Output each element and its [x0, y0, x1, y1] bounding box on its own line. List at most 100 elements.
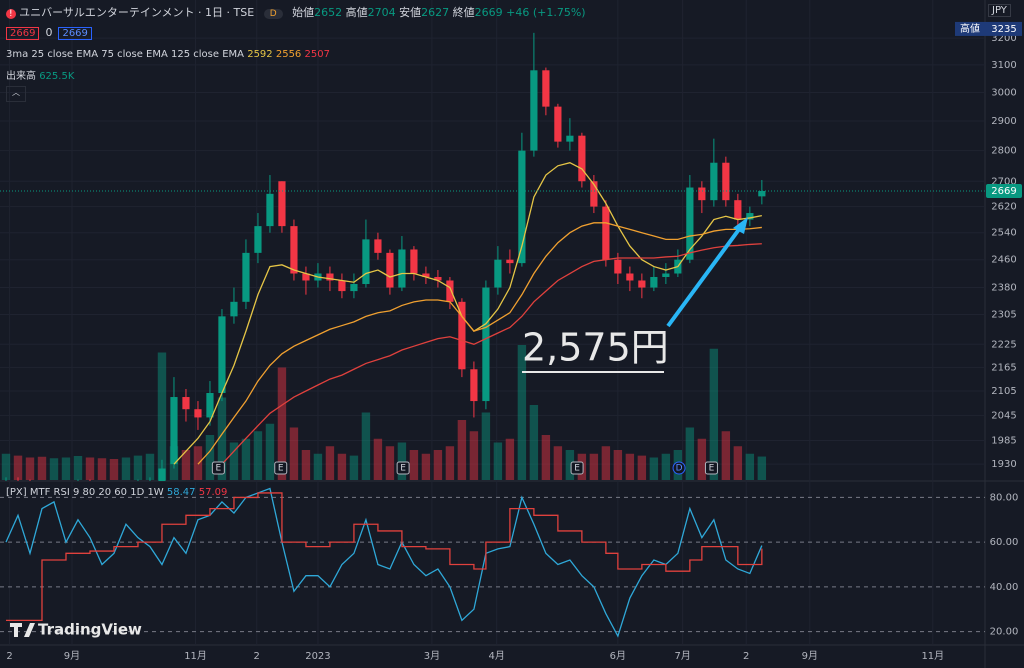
candle-body: [686, 187, 694, 260]
collapse-button[interactable]: ︿: [6, 86, 26, 102]
symbol-title: ユニバーサルエンターテインメント · 1日 · TSE: [19, 6, 255, 19]
y-tick-label: 2225: [991, 339, 1016, 350]
ohlc-label: 高値: [345, 6, 368, 19]
rsi-value: 58.47: [166, 487, 196, 498]
volume-bar: [85, 457, 95, 480]
volume-bar: [625, 453, 635, 480]
candle-body: [326, 273, 334, 281]
x-tick-label: 2: [254, 651, 260, 662]
ohlc-value: 2669: [474, 6, 503, 19]
volume-bar: [1, 453, 11, 480]
volume-bar: [601, 446, 611, 480]
volume-bar: [457, 420, 467, 480]
x-tick-label: 9月: [64, 650, 80, 662]
candle-body: [362, 239, 370, 285]
volume-bar: [325, 446, 335, 480]
volume-bar: [337, 453, 347, 480]
volume-bar: [385, 446, 395, 480]
y-tick-label: 2045: [991, 410, 1016, 421]
currency-button[interactable]: JPY: [988, 4, 1011, 17]
candle-body: [446, 280, 454, 302]
volume-legend: 出来高 625.5K: [6, 67, 74, 82]
rsi-line: [5, 492, 763, 622]
buy-button[interactable]: 2669: [58, 27, 92, 40]
ema-line: [221, 243, 762, 465]
volume-bar: [217, 397, 227, 480]
volume-bar: [193, 446, 203, 480]
trade-buttons: 2669 0 2669: [6, 26, 98, 40]
volume-bar: [481, 412, 491, 480]
candle-body: [242, 252, 250, 302]
last-price-tag: [986, 183, 1022, 198]
change: +46 (+1.75%): [506, 6, 586, 19]
x-tick-label: 2: [6, 651, 12, 662]
candle-body: [554, 106, 562, 142]
sell-button[interactable]: 2669: [6, 27, 40, 40]
candle-body: [542, 70, 550, 107]
volume-bar: [685, 427, 695, 480]
candle-body: [338, 280, 346, 292]
candle-body: [650, 276, 658, 288]
volume-value: 625.5K: [39, 71, 75, 82]
volume-bar: [241, 438, 251, 480]
candle-body: [638, 280, 646, 288]
high-marker-label: 高値: [960, 22, 980, 35]
volume-bar: [25, 457, 35, 480]
event-label: E: [574, 464, 580, 474]
y-tick-label: 2460: [991, 255, 1016, 266]
candle-body: [626, 273, 634, 281]
volume-bar: [301, 450, 311, 480]
candle-body: [290, 226, 298, 274]
candle-body: [374, 239, 382, 253]
candle-body: [734, 200, 742, 220]
y-tick-label: 2800: [991, 146, 1016, 157]
rsi-line: [5, 487, 763, 638]
volume-bar: [469, 431, 479, 480]
indicator-legend: 3ma 25 close EMA 75 close EMA 125 close …: [6, 49, 330, 60]
volume-bar: [613, 450, 623, 480]
event-label: E: [400, 464, 406, 474]
candle-body: [434, 276, 442, 281]
badge[interactable]: D: [263, 9, 283, 19]
candle-body: [710, 162, 718, 201]
event-marker: [274, 461, 288, 475]
symbol-header: ! ユニバーサルエンターテインメント · 1日 · TSE D 始値2652 高…: [6, 4, 586, 20]
volume-bar: [445, 446, 455, 480]
volume-bar: [409, 450, 419, 480]
candle-body: [170, 397, 178, 465]
y-tick-label: 2305: [991, 310, 1016, 321]
volume-bar: [205, 435, 215, 480]
volume-bar: [421, 453, 431, 480]
candle-body: [386, 252, 394, 288]
candle-body: [422, 273, 430, 277]
y-tick-label: 2620: [991, 202, 1016, 213]
rsi-value: 57.09: [198, 487, 228, 498]
volume-bar: [277, 367, 287, 480]
volume-bar: [361, 412, 371, 480]
arrow-head: [733, 217, 748, 234]
volume-bar: [397, 442, 407, 480]
y-tick-label: 3100: [991, 60, 1016, 71]
candle-body: [182, 397, 190, 410]
candle-body: [302, 273, 310, 281]
volume-bar: [517, 345, 527, 480]
candle-body: [482, 287, 490, 402]
volume-bar: [433, 450, 443, 480]
symbol-icon: !: [6, 9, 16, 19]
volume-bar: [373, 438, 383, 480]
candle-body: [722, 162, 730, 201]
volume-bar: [709, 348, 719, 480]
candle-body: [470, 369, 478, 402]
volume-bar: [145, 453, 155, 480]
y-tick-label: 3000: [991, 87, 1016, 98]
y-tick-label: 2105: [991, 386, 1016, 397]
candle-body: [590, 181, 598, 207]
x-tick-label: 4月: [489, 650, 505, 662]
rsi-legend: [PX] MTF RSI 9 80 20 60 1D 1W 58.47 57.0…: [6, 487, 227, 498]
candle-body: [230, 301, 238, 317]
ohlc-label: 終値: [452, 6, 475, 19]
y-tick-label: 2165: [991, 362, 1016, 373]
volume-bar: [493, 442, 503, 480]
candle-body: [530, 70, 538, 151]
